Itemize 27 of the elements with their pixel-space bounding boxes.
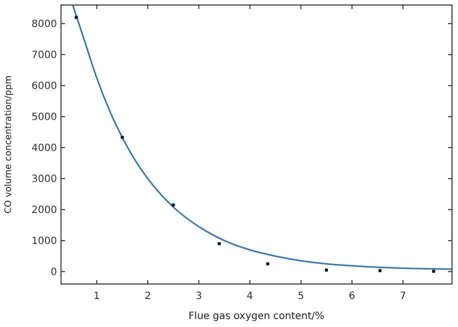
- line-series: [72, 5, 452, 270]
- x-tick-label: 3: [196, 291, 202, 302]
- y-tick-label: 7000: [32, 50, 57, 62]
- point: [74, 16, 78, 19]
- point: [432, 270, 436, 273]
- y-tick-label: 1000: [32, 236, 57, 248]
- point: [218, 242, 221, 246]
- point: [266, 262, 270, 266]
- point: [172, 203, 175, 206]
- point: [378, 269, 382, 272]
- x-tick-label: 4: [246, 291, 254, 302]
- x-tick-label: 7: [400, 291, 406, 302]
- point: [324, 268, 328, 272]
- y-tick-label: 2000: [32, 205, 57, 216]
- y-tick-label: 0: [50, 267, 57, 278]
- y-tick-label: 4000: [32, 143, 57, 154]
- x-tick-label: 5: [298, 291, 304, 302]
- x-axis-title: Flue gas oxygen content/%: [188, 311, 324, 322]
- point: [120, 136, 124, 139]
- y-axis-title: CO volume concentration/ppm: [4, 76, 14, 214]
- y-tick-label: 5000: [32, 112, 57, 124]
- y-tick-label: 8000: [32, 19, 57, 30]
- y-tick-label: 3000: [32, 174, 57, 186]
- y-tick-label: 6000: [32, 81, 57, 92]
- x-tick-label: 1: [94, 291, 100, 302]
- x-tick-label: 2: [144, 291, 151, 302]
- x-tick-label: 6: [348, 291, 356, 302]
